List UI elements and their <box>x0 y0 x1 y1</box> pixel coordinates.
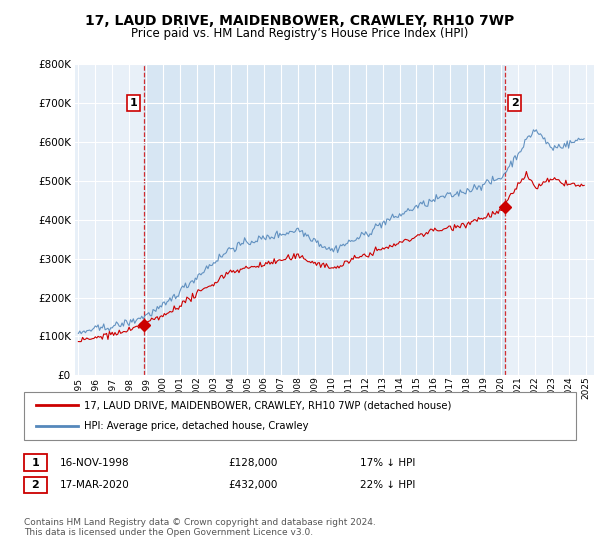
Text: 17-MAR-2020: 17-MAR-2020 <box>60 480 130 490</box>
Text: 2: 2 <box>511 98 518 108</box>
Text: 1: 1 <box>32 458 39 468</box>
Text: HPI: Average price, detached house, Crawley: HPI: Average price, detached house, Craw… <box>84 421 308 431</box>
Text: £432,000: £432,000 <box>228 480 277 490</box>
Text: 16-NOV-1998: 16-NOV-1998 <box>60 458 130 468</box>
Text: 1: 1 <box>130 98 138 108</box>
Text: 17, LAUD DRIVE, MAIDENBOWER, CRAWLEY, RH10 7WP (detached house): 17, LAUD DRIVE, MAIDENBOWER, CRAWLEY, RH… <box>84 400 451 410</box>
Text: 2: 2 <box>32 480 39 490</box>
Text: Price paid vs. HM Land Registry’s House Price Index (HPI): Price paid vs. HM Land Registry’s House … <box>131 27 469 40</box>
Text: 17, LAUD DRIVE, MAIDENBOWER, CRAWLEY, RH10 7WP: 17, LAUD DRIVE, MAIDENBOWER, CRAWLEY, RH… <box>85 14 515 28</box>
Text: 17% ↓ HPI: 17% ↓ HPI <box>360 458 415 468</box>
Text: 22% ↓ HPI: 22% ↓ HPI <box>360 480 415 490</box>
Bar <box>144 64 505 375</box>
Text: £128,000: £128,000 <box>228 458 277 468</box>
Text: Contains HM Land Registry data © Crown copyright and database right 2024.
This d: Contains HM Land Registry data © Crown c… <box>24 518 376 538</box>
